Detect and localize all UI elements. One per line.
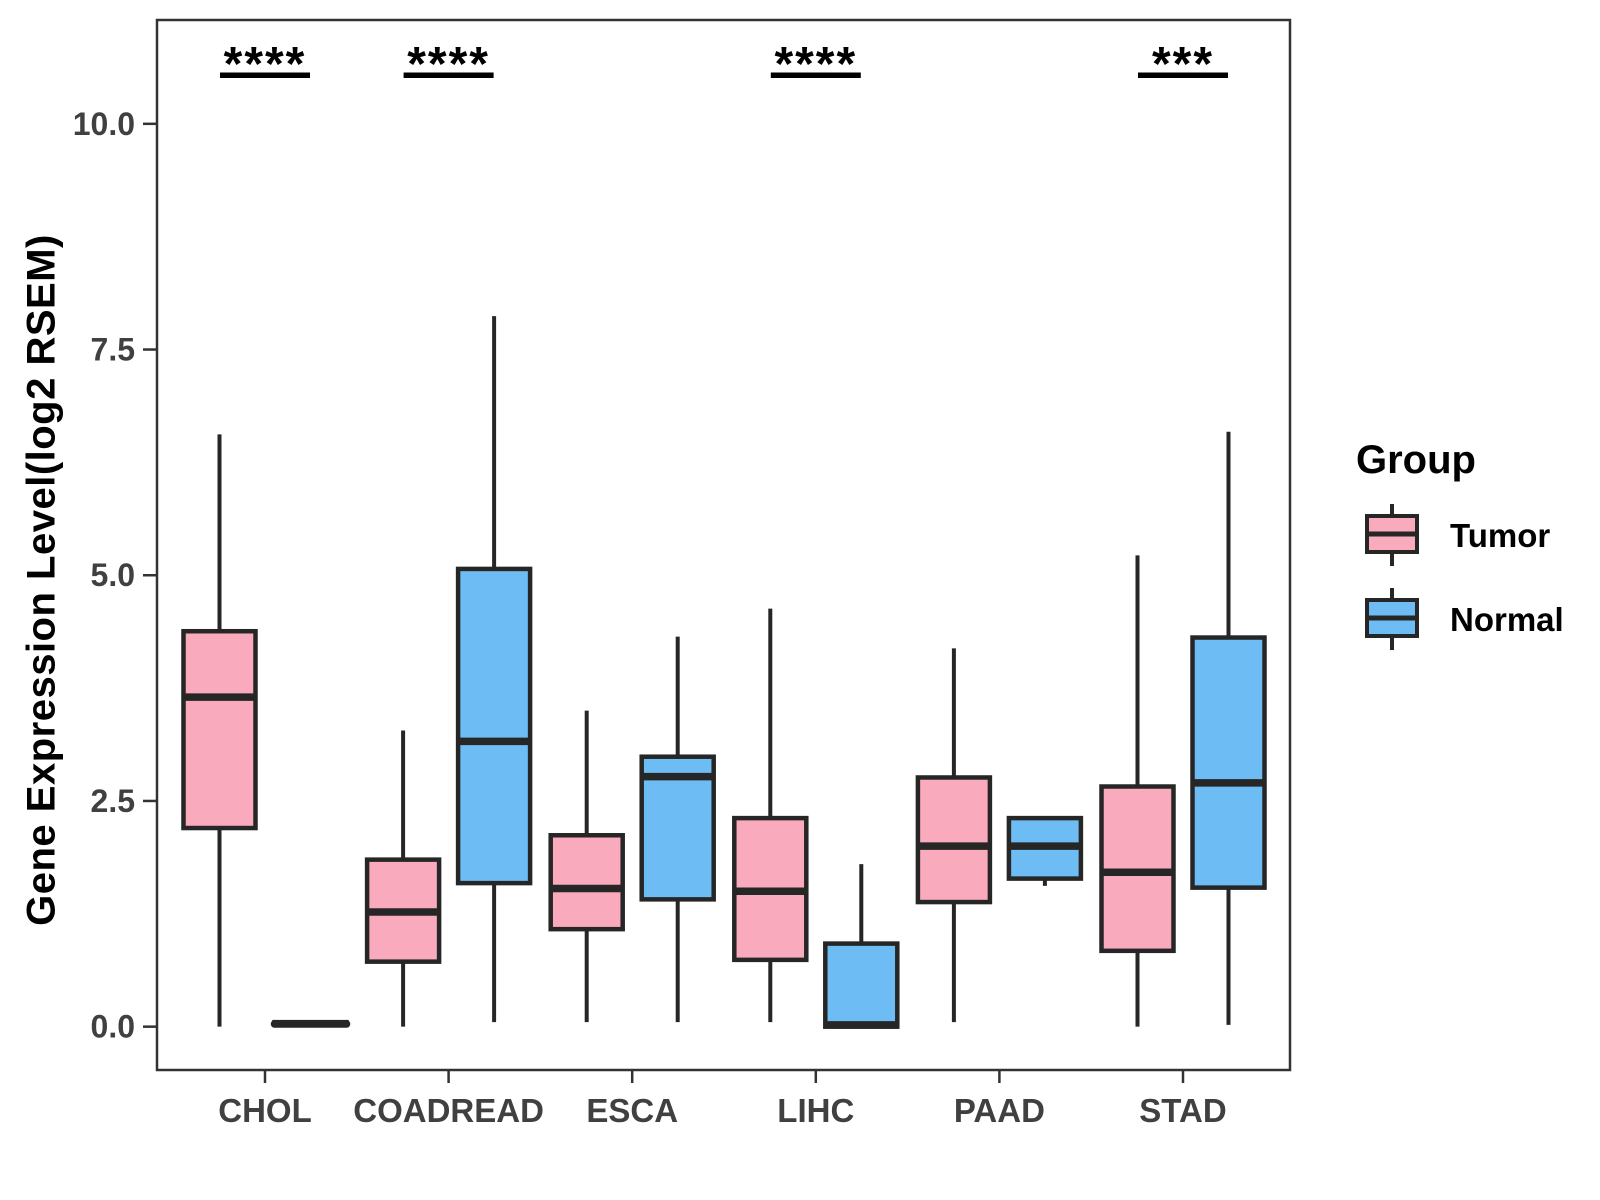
box-normal-COADREAD	[455, 566, 533, 886]
legend: Group Tumor Normal	[1332, 438, 1592, 669]
y-tick-label: 7.5	[91, 332, 135, 368]
y-tick-label: 0.0	[91, 1009, 135, 1045]
x-tick-label: PAAD	[954, 1092, 1045, 1129]
significance-bar-LIHC	[770, 72, 861, 78]
x-tick-label: STAD	[1139, 1092, 1226, 1129]
y-axis-title: Gene Expression Level(log2 RSEM)	[19, 234, 64, 926]
box-normal-LIHC	[823, 941, 900, 1029]
legend-title: Group	[1356, 438, 1476, 482]
significance-bar-COADREAD	[403, 72, 494, 78]
boxplot-key-icon	[1365, 504, 1419, 566]
legend-item-tumor: Tumor	[1362, 501, 1592, 571]
significance-stars-COADREAD: ****	[407, 38, 490, 91]
box-tumor-ESCA	[548, 833, 625, 932]
legend-label-normal: Normal	[1450, 601, 1564, 638]
y-tick-label: 5.0	[91, 557, 135, 593]
significance-stars-STAD: ***	[1152, 38, 1214, 91]
box-tumor-CHOL	[181, 628, 258, 831]
x-tick-label: CHOL	[218, 1092, 312, 1129]
x-tick-label: ESCA	[586, 1092, 678, 1129]
significance-bar-STAD	[1138, 72, 1228, 78]
significance-bar-CHOL	[220, 72, 310, 78]
y-tick-label: 2.5	[91, 783, 135, 819]
box-tumor-PAAD	[915, 775, 993, 905]
legend-label-tumor: Tumor	[1450, 517, 1551, 554]
boxplot-key-icon	[1365, 588, 1419, 650]
x-tick-label: LIHC	[777, 1092, 854, 1129]
significance-stars-LIHC: ****	[774, 38, 857, 91]
box-normal-STAD	[1190, 635, 1267, 890]
significance-stars-CHOL: ****	[224, 38, 307, 91]
box-normal-ESCA	[639, 754, 716, 902]
x-tick-label: COADREAD	[353, 1092, 544, 1129]
legend-item-normal: Normal	[1362, 585, 1592, 655]
y-tick-label: 10.0	[73, 106, 135, 142]
